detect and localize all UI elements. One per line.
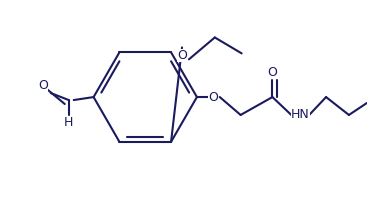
Text: O: O xyxy=(268,66,277,79)
Text: H: H xyxy=(64,116,74,129)
Text: O: O xyxy=(177,49,187,62)
Text: O: O xyxy=(208,91,218,104)
Text: O: O xyxy=(38,79,48,92)
Text: HN: HN xyxy=(291,108,309,121)
